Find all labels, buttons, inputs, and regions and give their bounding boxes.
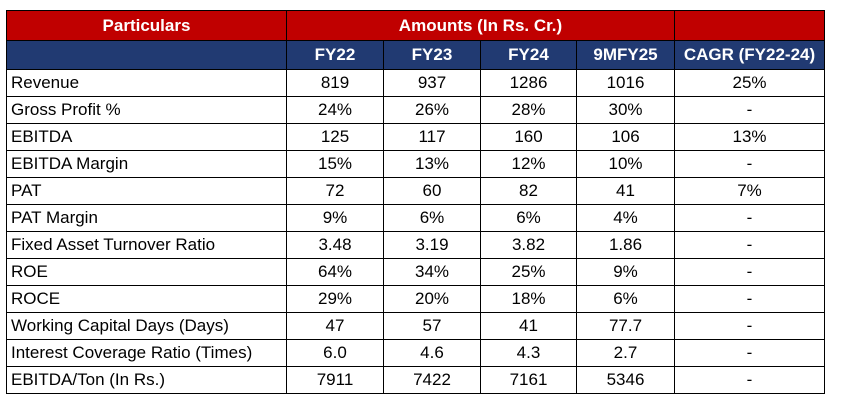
table-row: PAT Margin 9% 6% 6% 4% - bbox=[6, 204, 825, 232]
row-label: Interest Coverage Ratio (Times) bbox=[6, 339, 287, 367]
value-cell: 29% bbox=[286, 285, 384, 313]
value-cell: 26% bbox=[383, 96, 481, 124]
value-cell: 82 bbox=[480, 177, 577, 205]
column-header-fy22: FY22 bbox=[286, 40, 384, 70]
value-cell: 819 bbox=[286, 69, 384, 97]
value-cell: 4% bbox=[576, 204, 675, 232]
value-cell: 937 bbox=[383, 69, 481, 97]
value-cell: 9% bbox=[286, 204, 384, 232]
value-cell: 47 bbox=[286, 312, 384, 340]
value-cell: 1.86 bbox=[576, 231, 675, 259]
value-cell: 9% bbox=[576, 258, 675, 286]
value-cell: 15% bbox=[286, 150, 384, 178]
table-row: ROCE 29% 20% 18% 6% - bbox=[6, 285, 825, 313]
value-cell: 41 bbox=[480, 312, 577, 340]
value-cell: 7911 bbox=[286, 366, 384, 394]
header-blank-cell bbox=[674, 10, 825, 41]
value-cell: 7161 bbox=[480, 366, 577, 394]
value-cell: 25% bbox=[480, 258, 577, 286]
row-label: ROE bbox=[6, 258, 287, 286]
column-header-blank bbox=[6, 40, 287, 70]
table-row: EBITDA Margin 15% 13% 12% 10% - bbox=[6, 150, 825, 178]
value-cell: 72 bbox=[286, 177, 384, 205]
value-cell: - bbox=[674, 150, 825, 178]
value-cell: - bbox=[674, 312, 825, 340]
value-cell: 77.7 bbox=[576, 312, 675, 340]
table-row: EBITDA 125 117 160 106 13% bbox=[6, 123, 825, 151]
table-row: ROE 64% 34% 25% 9% - bbox=[6, 258, 825, 286]
value-cell: 106 bbox=[576, 123, 675, 151]
value-cell: 24% bbox=[286, 96, 384, 124]
value-cell: - bbox=[674, 366, 825, 394]
financial-table-container: Particulars Amounts (In Rs. Cr.) FY22 FY… bbox=[6, 10, 825, 394]
row-label: Fixed Asset Turnover Ratio bbox=[6, 231, 287, 259]
value-cell: 30% bbox=[576, 96, 675, 124]
row-label: EBITDA Margin bbox=[6, 150, 287, 178]
value-cell: 1286 bbox=[480, 69, 577, 97]
row-label: Gross Profit % bbox=[6, 96, 287, 124]
table-row: Fixed Asset Turnover Ratio 3.48 3.19 3.82 1.… bbox=[6, 231, 825, 259]
value-cell: 13% bbox=[674, 123, 825, 151]
column-header-fy23: FY23 bbox=[383, 40, 481, 70]
table-row: Interest Coverage Ratio (Times) 6.0 4.6 4.3… bbox=[6, 339, 825, 367]
value-cell: 117 bbox=[383, 123, 481, 151]
value-cell: 6% bbox=[576, 285, 675, 313]
value-cell: 64% bbox=[286, 258, 384, 286]
value-cell: 41 bbox=[576, 177, 675, 205]
value-cell: 160 bbox=[480, 123, 577, 151]
value-cell: 20% bbox=[383, 285, 481, 313]
value-cell: - bbox=[674, 231, 825, 259]
value-cell: - bbox=[674, 258, 825, 286]
value-cell: 10% bbox=[576, 150, 675, 178]
header-row-top: Particulars Amounts (In Rs. Cr.) bbox=[6, 10, 825, 41]
financial-summary-table: Particulars Amounts (In Rs. Cr.) FY22 FY… bbox=[6, 10, 825, 394]
table-row: EBITDA/Ton (In Rs.) 7911 7422 7161 5346- bbox=[6, 366, 825, 394]
row-label: PAT Margin bbox=[6, 204, 287, 232]
row-label: Working Capital Days (Days) bbox=[6, 312, 287, 340]
value-cell: 25% bbox=[674, 69, 825, 97]
row-label: PAT bbox=[6, 177, 287, 205]
row-label: EBITDA/Ton (In Rs.) bbox=[6, 366, 287, 394]
value-cell: 12% bbox=[480, 150, 577, 178]
value-cell: 6.0 bbox=[286, 339, 384, 367]
value-cell: 2.7 bbox=[576, 339, 675, 367]
particulars-header: Particulars bbox=[6, 10, 287, 41]
table-row: Working Capital Days (Days) 47 57 41 77.7- bbox=[6, 312, 825, 340]
value-cell: 57 bbox=[383, 312, 481, 340]
column-header-9mfy25: 9MFY25 bbox=[576, 40, 675, 70]
header-row-columns: FY22 FY23 FY24 9MFY25 CAGR (FY22-24) bbox=[6, 40, 825, 70]
value-cell: - bbox=[674, 204, 825, 232]
table-row: Revenue 819 937 1286 1016 25% bbox=[6, 69, 825, 97]
value-cell: 34% bbox=[383, 258, 481, 286]
column-header-cagr: CAGR (FY22-24) bbox=[674, 40, 825, 70]
value-cell: 6% bbox=[480, 204, 577, 232]
value-cell: 125 bbox=[286, 123, 384, 151]
value-cell: - bbox=[674, 339, 825, 367]
value-cell: 18% bbox=[480, 285, 577, 313]
amounts-header: Amounts (In Rs. Cr.) bbox=[286, 10, 675, 41]
value-cell: 60 bbox=[383, 177, 481, 205]
row-label: Revenue bbox=[6, 69, 287, 97]
value-cell: 5346 bbox=[576, 366, 675, 394]
row-label: ROCE bbox=[6, 285, 287, 313]
table-row: Gross Profit % 24% 26% 28% 30% - bbox=[6, 96, 825, 124]
value-cell: 13% bbox=[383, 150, 481, 178]
value-cell: 3.82 bbox=[480, 231, 577, 259]
value-cell: - bbox=[674, 96, 825, 124]
column-header-fy24: FY24 bbox=[480, 40, 577, 70]
value-cell: 4.3 bbox=[480, 339, 577, 367]
row-label: EBITDA bbox=[6, 123, 287, 151]
table-body: Revenue 819 937 1286 1016 25% Gross Profit % 24… bbox=[6, 69, 825, 394]
value-cell: 4.6 bbox=[383, 339, 481, 367]
value-cell: 3.48 bbox=[286, 231, 384, 259]
value-cell: 7422 bbox=[383, 366, 481, 394]
value-cell: 7% bbox=[674, 177, 825, 205]
value-cell: 6% bbox=[383, 204, 481, 232]
value-cell: 3.19 bbox=[383, 231, 481, 259]
value-cell: - bbox=[674, 285, 825, 313]
value-cell: 1016 bbox=[576, 69, 675, 97]
value-cell: 28% bbox=[480, 96, 577, 124]
table-row: PAT 72 60 82 41 7% bbox=[6, 177, 825, 205]
